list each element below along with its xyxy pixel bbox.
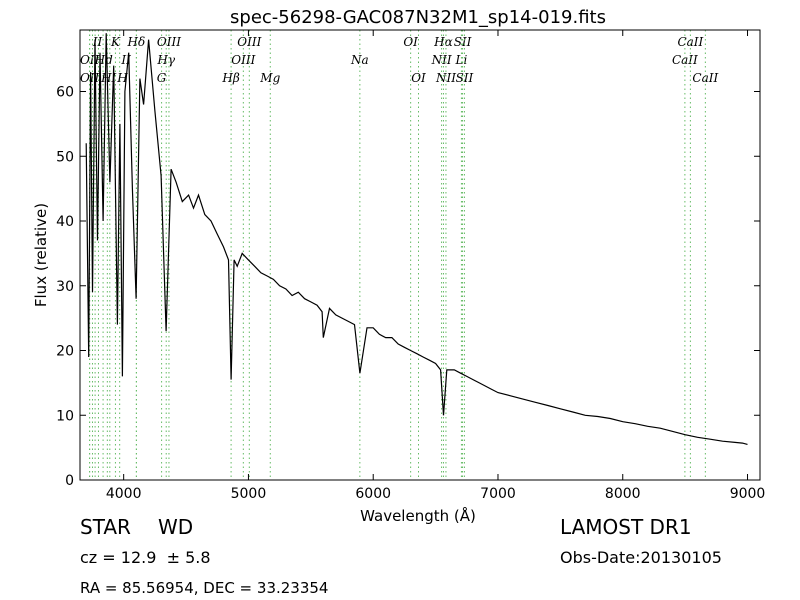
x-tick-label-5: 9000 <box>730 486 766 502</box>
line-marker-label-19: Na <box>350 53 369 67</box>
line-marker-label-22: NII <box>431 53 452 67</box>
spectrum-line <box>85 33 748 445</box>
line-marker-label-1: OII <box>80 71 100 85</box>
x-tick-label-2: 6000 <box>355 486 391 502</box>
y-axis-label: Flux (relative) <box>32 203 50 307</box>
ra-dec: RA = 85.56954, DEC = 33.23354 <box>80 579 329 597</box>
line-marker-label-extra-1: Hd <box>94 53 113 67</box>
x-tick-label-3: 7000 <box>480 486 516 502</box>
y-tick-label-3: 30 <box>56 279 74 295</box>
y-tick-label-2: 20 <box>56 344 74 360</box>
line-marker-label-10: Hδ <box>127 35 146 49</box>
line-marker-label-15: Hβ <box>221 71 239 85</box>
line-marker-label-26: SII <box>454 35 472 49</box>
line-marker-label-13: Hγ <box>156 53 175 67</box>
line-marker-label-24: NII <box>435 71 456 85</box>
y-tick-label-6: 60 <box>56 85 74 101</box>
line-marker-label-extra-2: HI <box>100 71 116 85</box>
line-marker-label-extra-4: H <box>116 71 128 85</box>
y-tick-label-4: 40 <box>56 214 74 230</box>
y-tick-label-0: 0 <box>65 473 74 489</box>
y-tick-label-5: 50 <box>56 149 74 165</box>
x-tick-label-4: 8000 <box>605 486 641 502</box>
line-marker-label-12: G <box>157 71 167 85</box>
x-axis-label: Wavelength (Å) <box>360 506 476 525</box>
line-marker-label-21: OI <box>411 71 426 85</box>
line-marker-label-16: OIII <box>231 53 255 67</box>
line-marker-label-14: OIII <box>157 35 181 49</box>
x-tick-label-0: 4000 <box>106 486 142 502</box>
line-marker-label-17: OIII <box>237 35 261 49</box>
line-marker-label-extra-0: II <box>92 35 103 49</box>
line-marker-label-20: OI <box>403 35 418 49</box>
line-marker-label-29: CaII <box>677 35 703 49</box>
line-marker-label-8: K <box>110 35 121 49</box>
line-marker-label-27: SII <box>456 71 474 85</box>
chart-title: spec-56298-GAC087N32M1_sp14-019.fits <box>230 7 606 28</box>
survey-name: LAMOST DR1 <box>560 515 692 539</box>
x-tick-label-1: 5000 <box>231 486 267 502</box>
observation-date: Obs-Date:20130105 <box>560 548 722 567</box>
line-marker-label-extra-3: II <box>120 53 131 67</box>
plot-frame <box>79 29 761 481</box>
redshift-cz: cz = 12.9 ± 5.8 <box>80 548 211 567</box>
line-marker-label-23: Hα <box>433 35 453 49</box>
line-marker-label-18: Mg <box>259 71 280 85</box>
y-tick-label-1: 10 <box>56 408 74 424</box>
object-class: STAR <box>80 515 131 539</box>
object-subclass: WD <box>158 515 194 539</box>
line-marker-label-30: CaII <box>692 71 718 85</box>
line-marker-label-28: CaII <box>672 53 698 67</box>
line-marker-label-25: Li <box>455 53 468 67</box>
